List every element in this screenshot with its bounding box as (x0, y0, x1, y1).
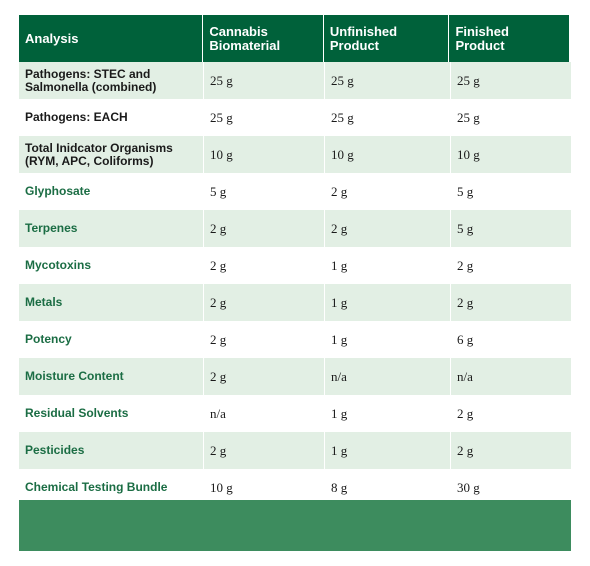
finished-value: 25 g (457, 72, 480, 88)
table-row: Pathogens: STEC and Salmonella (combined… (19, 62, 571, 99)
unfinished-value: 10 g (331, 146, 354, 162)
biomaterial-value: 10 g (210, 146, 233, 162)
finished-value: 2 g (457, 294, 474, 310)
row-label: Mycotoxins (25, 258, 92, 272)
table-row: Total Inidcator Organisms (RYM, APC, Col… (19, 136, 571, 173)
table-row: Mycotoxins 2 g 1 g 2 g (19, 247, 571, 284)
table-row: Chemical Testing Bundle 10 g 8 g 30 g (19, 469, 571, 506)
unfinished-value: 1 g (331, 442, 348, 458)
header-analysis: Analysis (25, 31, 79, 46)
finished-value: 2 g (457, 442, 474, 458)
row-label: Potency (25, 332, 72, 346)
unfinished-value: 1 g (331, 331, 348, 347)
table-row: Glyphosate 5 g 2 g 5 g (19, 173, 571, 210)
biomaterial-value: 2 g (210, 331, 227, 347)
table-row: Pesticides 2 g 1 g 2 g (19, 432, 571, 469)
biomaterial-value: 2 g (210, 442, 227, 458)
biomaterial-value: 25 g (210, 72, 233, 88)
row-label: Pathogens: EACH (25, 110, 128, 124)
table-row: Moisture Content 2 g n/a n/a (19, 358, 571, 395)
row-label: Metals (25, 295, 63, 309)
biomaterial-value: 25 g (210, 109, 233, 125)
table-row: Pathogens: EACH 25 g 25 g 25 g (19, 99, 571, 136)
table-row: Metals 2 g 1 g 2 g (19, 284, 571, 321)
row-label: Glyphosate (25, 184, 91, 198)
row-label: Pathogens: STEC and Salmonella (combined… (25, 66, 157, 94)
biomaterial-value: 2 g (210, 257, 227, 273)
row-label: Moisture Content (25, 369, 124, 383)
finished-value: n/a (457, 368, 473, 384)
header-finished-product: Finished Product (448, 15, 569, 62)
finished-value: 2 g (457, 405, 474, 421)
unfinished-value: 8 g (331, 479, 348, 495)
unfinished-value: 2 g (331, 183, 348, 199)
biomaterial-value: 2 g (210, 294, 227, 310)
biomaterial-value: 5 g (210, 183, 227, 199)
biomaterial-value: 2 g (210, 368, 227, 384)
row-label: Residual Solvents (25, 406, 129, 420)
table-row: Residual Solvents n/a 1 g 2 g (19, 395, 571, 432)
table-row: Potency 2 g 1 g 6 g (19, 321, 571, 358)
table-header: Analysis Cannabis Biomaterial Unfinished… (19, 15, 571, 62)
row-label: Total Inidcator Organisms (RYM, APC, Col… (25, 140, 173, 168)
finished-value: 25 g (457, 109, 480, 125)
finished-value: 30 g (457, 479, 480, 495)
unfinished-value: 1 g (331, 294, 348, 310)
biomaterial-value: 10 g (210, 479, 233, 495)
header-unfinished-product: Unfinished Product (322, 15, 449, 62)
unfinished-value: 1 g (331, 257, 348, 273)
table-footer-band (19, 500, 571, 551)
biomaterial-value: 2 g (210, 220, 227, 236)
row-label: Pesticides (25, 443, 85, 457)
finished-value: 10 g (457, 146, 480, 162)
biomaterial-value: n/a (210, 405, 226, 421)
finished-value: 6 g (457, 331, 474, 347)
unfinished-value: 1 g (331, 405, 348, 421)
header-cannabis-biomaterial: Cannabis Biomaterial (202, 15, 323, 62)
finished-value: 2 g (457, 257, 474, 273)
finished-value: 5 g (457, 183, 474, 199)
row-label: Chemical Testing Bundle (25, 480, 168, 494)
row-label: Terpenes (25, 221, 78, 235)
unfinished-value: 25 g (331, 109, 354, 125)
unfinished-value: 2 g (331, 220, 348, 236)
finished-value: 5 g (457, 220, 474, 236)
table-row: Terpenes 2 g 2 g 5 g (19, 210, 571, 247)
unfinished-value: 25 g (331, 72, 354, 88)
sample-requirements-table: Analysis Cannabis Biomaterial Unfinished… (19, 15, 571, 506)
unfinished-value: n/a (331, 368, 347, 384)
